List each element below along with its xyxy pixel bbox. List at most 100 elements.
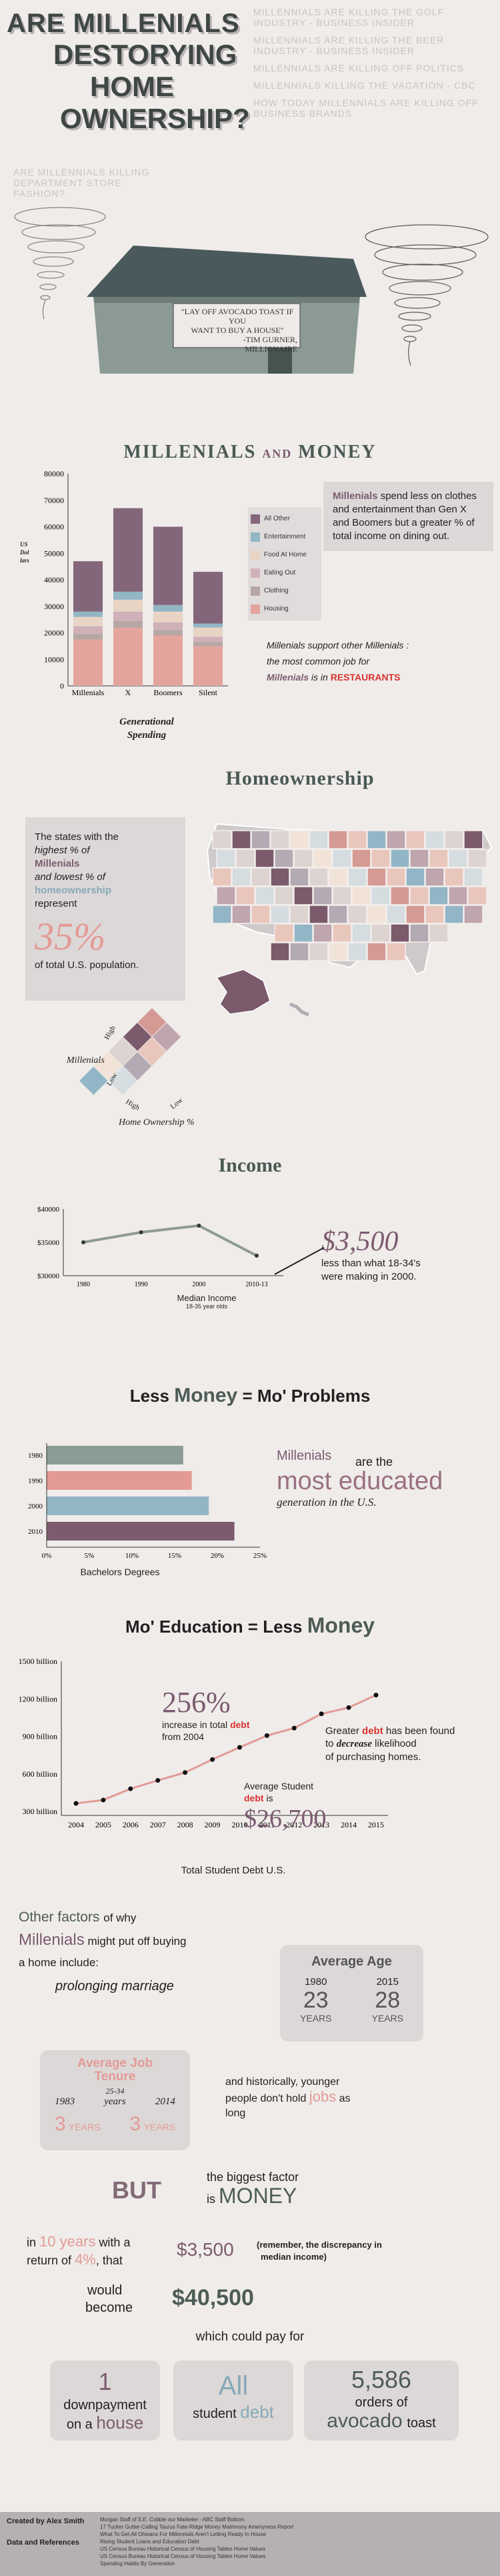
- degree-bar: [47, 1496, 209, 1515]
- reference-item[interactable]: Morgan Staff of S.E. Cobble our Marketer…: [100, 2517, 245, 2523]
- y-tick-label: 2000: [28, 1502, 43, 1511]
- y-tick-label: 10000: [44, 655, 64, 664]
- reference-item[interactable]: US Census Bureau Historical Census of Ho…: [100, 2553, 266, 2559]
- debt-point: [319, 1711, 324, 1717]
- reference-item[interactable]: Spending Habits By Generation: [100, 2561, 175, 2567]
- state-shape: [212, 830, 232, 849]
- x-tick-label: 15%: [168, 1552, 181, 1560]
- debt-right-callout: Greater debt has been found to decrease …: [325, 1725, 455, 1763]
- debt-line: [75, 1694, 377, 1805]
- x-tick-label: 20%: [211, 1552, 224, 1560]
- state-shape: [231, 830, 251, 849]
- debt-point: [155, 1778, 161, 1783]
- x-tick-label: Silent: [199, 688, 218, 697]
- state-shape: [328, 867, 348, 887]
- y-tick-label: 1500 billion: [19, 1657, 57, 1666]
- debt-point: [346, 1705, 351, 1710]
- state-shape: [347, 867, 367, 887]
- state-shape: [274, 886, 294, 905]
- state-shape: [425, 905, 445, 924]
- y-tick-label: 300 billion: [23, 1807, 57, 1816]
- state-shape: [270, 942, 290, 961]
- debt-point: [101, 1797, 106, 1803]
- state-shape: [235, 886, 255, 905]
- state-shape: [231, 905, 251, 924]
- legend-high2: High: [124, 1098, 141, 1112]
- state-shape: [289, 942, 309, 961]
- state-shape: [444, 905, 464, 924]
- state-shape: [255, 886, 275, 905]
- debt-pct-callout: 256% increase in total debt from 2004: [162, 1686, 250, 1743]
- bar-segment: [153, 630, 183, 636]
- money-heading: MILLENIALS AND MONEY: [123, 442, 377, 462]
- legend-low2: Low: [169, 1096, 185, 1112]
- state-hawaii: [289, 1002, 309, 1017]
- debt-point: [373, 1693, 379, 1698]
- legend-swatch: [251, 568, 260, 578]
- x-tick-label: 1980: [77, 1281, 90, 1288]
- state-shape: [216, 849, 236, 868]
- state-shape: [274, 849, 294, 868]
- amount-3500: $3,500: [177, 2239, 234, 2260]
- state-shape: [386, 942, 406, 961]
- state-shape: [289, 905, 309, 924]
- biggest-factor: the biggest factor is MONEY: [207, 2170, 299, 2208]
- state-shape: [371, 849, 391, 868]
- state-shape: [367, 830, 387, 849]
- legend-label: Clothing: [264, 587, 289, 594]
- state-shape: [332, 886, 352, 905]
- state-shape: [251, 867, 271, 887]
- bg-headline: MILLENNIALS KILLING THE VACATION - CBC: [253, 80, 476, 91]
- but-label: BUT: [112, 2176, 161, 2204]
- income-point: [139, 1230, 143, 1234]
- history-text: and historically, younger people don't h…: [225, 2076, 351, 2119]
- y-tick-label: 900 billion: [23, 1732, 57, 1741]
- state-shape: [351, 886, 371, 905]
- x-tick-label: 2004: [68, 1820, 84, 1829]
- state-shape: [274, 923, 294, 943]
- state-shape: [448, 886, 468, 905]
- legend-item: Entertainment: [251, 528, 319, 546]
- legend-item: Clothing: [251, 582, 319, 600]
- y-tick-label: 80000: [44, 469, 64, 478]
- legend-item: All Other: [251, 510, 319, 528]
- x-tick-label: 2006: [123, 1820, 139, 1829]
- avg-debt-callout: Average Student debt is $26,700: [244, 1781, 327, 1833]
- income-callout: $3,500 less than what 18-34's were makin…: [321, 1226, 421, 1282]
- y-tick-label: 0: [60, 681, 64, 691]
- reference-item[interactable]: 17 Tucker Gutter-Calling Taurus Fate-Rid…: [100, 2524, 294, 2530]
- bg-headline: MILLENNIALS ARE KILLING OFF POLITICS: [253, 63, 465, 73]
- state-shape: [347, 942, 367, 961]
- state-shape: [270, 905, 290, 924]
- state-shape: [212, 905, 232, 924]
- bivariate-grid: [79, 1007, 195, 1096]
- reference-item[interactable]: What To Get All Ohioans For Millennials …: [100, 2531, 267, 2537]
- x-tick-label: 2009: [205, 1820, 221, 1829]
- state-shape: [390, 849, 410, 868]
- reference-item[interactable]: Rising Student Loans and Education Debt: [100, 2539, 199, 2545]
- state-shape: [313, 886, 333, 905]
- bar-segment: [73, 639, 103, 686]
- reference-item[interactable]: US Census Bureau Historical Census of Ho…: [100, 2546, 266, 2552]
- state-shape: [351, 923, 371, 943]
- income-heading: Income: [218, 1154, 282, 1176]
- y-tick-label: $40000: [37, 1206, 60, 1214]
- state-shape: [328, 942, 348, 961]
- bar-segment: [153, 622, 183, 630]
- footer: Created by Alex Smith Data and Reference…: [0, 2512, 500, 2576]
- tornado-right-illustration: [365, 224, 489, 366]
- money-yaxis-label: US Dollars: [20, 541, 30, 564]
- factors-intro: Other factors of why Millenials might pu…: [19, 1909, 187, 1994]
- bar-segment: [73, 616, 103, 626]
- homeownership-heading: Homeownership: [225, 767, 375, 789]
- legend-x-label: Home Ownership %: [119, 1118, 195, 1128]
- spending-legend: All Other Entertainment Food At Home Eating…: [248, 507, 321, 620]
- x-tick-label: 2015: [368, 1820, 384, 1829]
- bar-segment: [153, 526, 183, 605]
- legend-item: Housing: [251, 600, 319, 618]
- footer-data-refs: Data and References: [7, 2539, 79, 2547]
- debt-point: [237, 1745, 242, 1750]
- state-shape: [405, 905, 425, 924]
- degree-bar: [47, 1522, 235, 1541]
- state-alaska: [215, 969, 271, 1015]
